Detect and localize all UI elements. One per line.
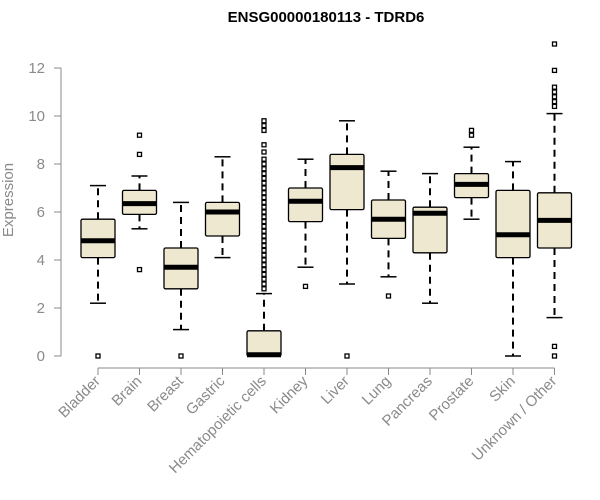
box-gastric — [204, 156, 241, 259]
outlier-point — [261, 142, 267, 148]
x-tick-label: Liver — [318, 373, 353, 408]
outlier-point — [261, 223, 267, 230]
x-tick-label: Skin — [486, 373, 519, 406]
outlier-point — [178, 353, 184, 359]
outlier-point — [468, 127, 475, 134]
outlier-point — [261, 214, 267, 220]
iqr-box — [495, 189, 531, 259]
box-prostate — [453, 127, 490, 220]
x-tick-label: Bladder — [55, 373, 104, 422]
outlier-point — [551, 67, 558, 74]
outlier-point — [261, 194, 267, 201]
outlier-point — [261, 204, 267, 210]
outlier-point — [136, 266, 143, 273]
outlier-point — [261, 122, 267, 129]
outlier-point — [261, 166, 267, 172]
outlier-point — [551, 98, 558, 105]
outlier-point — [261, 266, 267, 273]
outlier-point — [261, 170, 267, 177]
outlier-point — [261, 242, 267, 249]
outlier-point — [551, 353, 558, 359]
box-pancreas — [412, 172, 448, 304]
outlier-point — [261, 238, 267, 244]
outlier-point — [302, 283, 309, 290]
box-lung — [370, 170, 407, 299]
outlier-point — [261, 233, 267, 239]
outlier-point — [136, 151, 143, 158]
boxes-group — [80, 41, 573, 359]
outlier-point — [261, 149, 267, 155]
y-axis: 0 2 4 6 8 10 12 — [28, 60, 62, 365]
iqr-box — [412, 206, 448, 254]
outlier-point — [261, 262, 267, 268]
chart-title: ENSG00000180113 - TDRD6 — [228, 9, 425, 26]
box-bladder — [80, 184, 116, 359]
outlier-point — [551, 343, 558, 350]
outlier-point — [551, 84, 558, 90]
outlier-point — [261, 281, 267, 287]
outlier-point — [261, 161, 267, 167]
outlier-point — [261, 127, 267, 134]
outlier-point — [261, 190, 267, 196]
y-tick-label: 2 — [37, 300, 45, 317]
outlier-point — [261, 175, 267, 182]
outlier-point — [261, 286, 267, 292]
outlier-point — [261, 118, 267, 124]
outlier-point — [261, 252, 267, 258]
outlier-point — [551, 103, 558, 110]
outlier-point — [385, 293, 392, 299]
iqr-box — [246, 330, 282, 357]
outlier-point — [551, 89, 558, 95]
x-tick-label: Brain — [109, 373, 146, 410]
box-unknown-other — [536, 41, 573, 359]
outlier-point — [261, 185, 267, 191]
outlier-point — [261, 180, 267, 186]
outlier-point — [261, 257, 267, 263]
outlier-point — [344, 353, 350, 359]
x-tick-label: Prostate — [426, 373, 478, 425]
y-axis-label: Expression — [0, 163, 17, 237]
outlier-point — [551, 94, 558, 100]
x-tick-label: Breast — [144, 372, 187, 415]
outlier-point — [261, 218, 267, 225]
outlier-point — [551, 41, 558, 47]
outlier-point — [261, 199, 267, 206]
y-tick-label: 0 — [37, 348, 45, 365]
y-tick-label: 4 — [37, 252, 45, 269]
outlier-point — [468, 132, 475, 138]
box-kidney — [287, 158, 324, 290]
box-skin — [495, 160, 531, 357]
iqr-box — [287, 187, 324, 223]
outlier-point — [261, 156, 267, 162]
outlier-point — [261, 271, 267, 278]
iqr-box — [204, 201, 241, 237]
outlier-point — [261, 209, 267, 215]
y-tick-label: 12 — [28, 60, 45, 77]
iqr-box — [329, 153, 365, 211]
outlier-point — [261, 228, 267, 234]
y-tick-label: 10 — [28, 108, 45, 125]
y-tick-label: 6 — [37, 204, 45, 221]
box-breast — [163, 201, 199, 359]
x-tick-label: Kidney — [267, 372, 312, 417]
outlier-point — [261, 276, 267, 282]
box-hematopoietic-cells — [246, 118, 282, 358]
box-liver — [329, 120, 365, 359]
outlier-point — [95, 353, 101, 359]
outlier-point — [261, 247, 267, 254]
outlier-point — [136, 132, 143, 138]
y-tick-label: 8 — [37, 156, 45, 173]
x-tick-label: Lung — [359, 373, 395, 409]
box-brain — [121, 132, 158, 273]
